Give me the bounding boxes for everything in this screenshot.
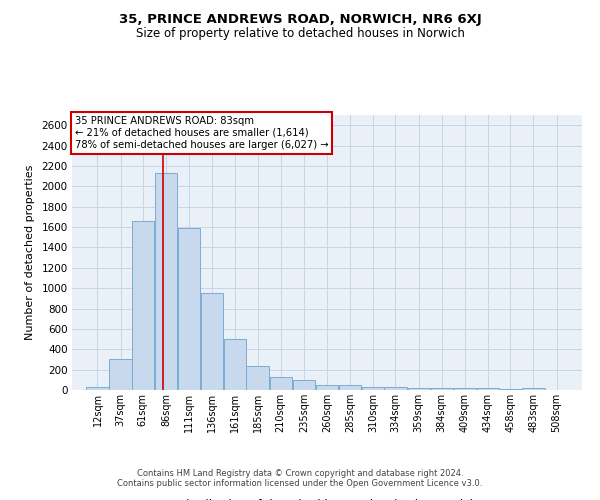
Text: Contains HM Land Registry data © Crown copyright and database right 2024.: Contains HM Land Registry data © Crown c… (137, 468, 463, 477)
Text: 35, PRINCE ANDREWS ROAD, NORWICH, NR6 6XJ: 35, PRINCE ANDREWS ROAD, NORWICH, NR6 6X… (119, 12, 481, 26)
X-axis label: Distribution of detached houses by size in Norwich: Distribution of detached houses by size … (177, 499, 477, 500)
Bar (431, 388, 453, 390)
Bar (454, 388, 476, 390)
Bar (407, 388, 430, 390)
Bar (86, 388, 109, 390)
Bar (155, 173, 177, 390)
Bar (269, 378, 292, 390)
Bar (293, 380, 315, 390)
Text: Contains public sector information licensed under the Open Government Licence v3: Contains public sector information licen… (118, 478, 482, 488)
Y-axis label: Number of detached properties: Number of detached properties (25, 165, 35, 340)
Bar (522, 388, 545, 390)
Bar (362, 387, 385, 390)
Bar (316, 385, 338, 390)
Bar (224, 338, 247, 390)
Bar (385, 387, 407, 390)
Bar (247, 366, 269, 390)
Bar (477, 388, 499, 390)
Bar (201, 292, 223, 390)
Bar (109, 360, 132, 390)
Bar (178, 228, 200, 390)
Text: Size of property relative to detached houses in Norwich: Size of property relative to detached ho… (136, 28, 464, 40)
Text: 35 PRINCE ANDREWS ROAD: 83sqm
← 21% of detached houses are smaller (1,614)
78% o: 35 PRINCE ANDREWS ROAD: 83sqm ← 21% of d… (74, 116, 328, 150)
Bar (132, 221, 154, 390)
Bar (339, 385, 361, 390)
